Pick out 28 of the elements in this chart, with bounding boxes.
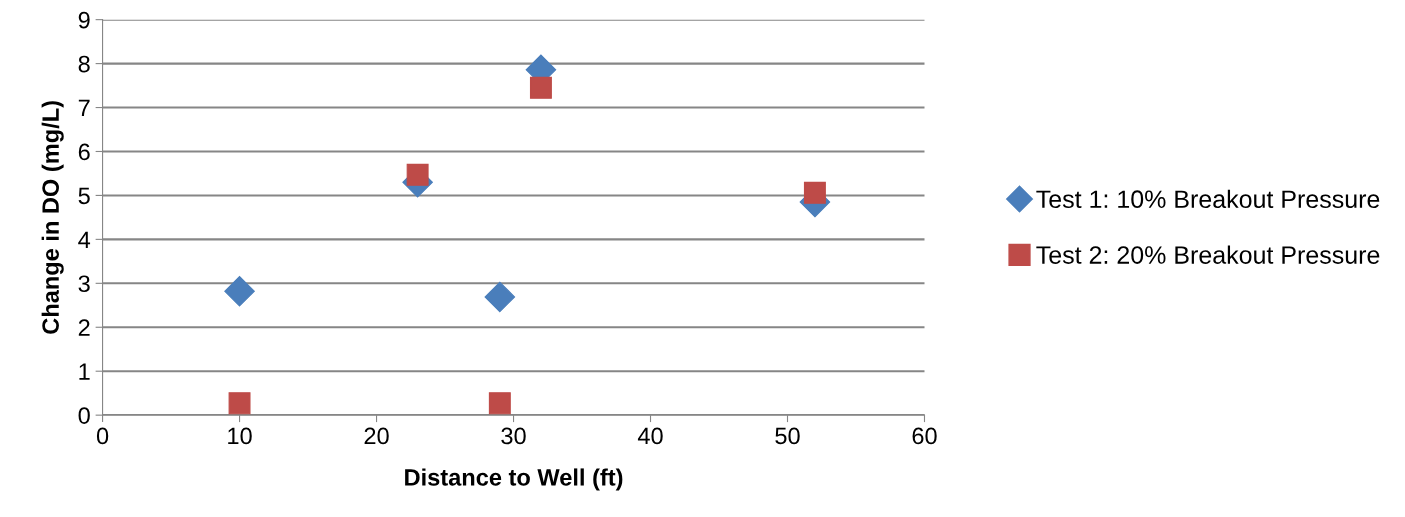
point [406, 163, 429, 186]
legend-label: Test 1: 10% Breakout Pressure [1036, 189, 1380, 209]
y-tick-label: 8 [78, 55, 90, 73]
y-tick-label: 9 [78, 11, 90, 29]
point [488, 392, 511, 415]
legend-label: Test 2: 20% Breakout Pressure [1036, 245, 1380, 264]
point [224, 275, 255, 307]
x-tick-label: 0 [96, 427, 109, 445]
y-tick-label: 6 [78, 143, 90, 161]
x-tick-label: 10 [228, 427, 252, 445]
y-tick-label: 3 [78, 275, 90, 293]
y-tick-label: 7 [78, 99, 90, 117]
x-tick-label: 40 [637, 427, 663, 445]
point [228, 392, 251, 415]
x-axis-title: Distance to Well (ft) [405, 468, 623, 491]
point [529, 76, 552, 99]
point [803, 181, 826, 204]
x-tick-label: 20 [364, 427, 389, 445]
y-tick-label: 2 [78, 319, 90, 336]
y-tick-label: 0 [78, 407, 90, 424]
x-tick-label: 60 [912, 427, 937, 445]
x-tick-label: 50 [775, 427, 800, 445]
y-tick-label: 5 [78, 187, 90, 205]
point [484, 281, 516, 313]
x-tick-label: 30 [501, 427, 526, 445]
y-tick-label: 1 [79, 363, 90, 380]
y-axis-title: Change in DO (mg/L) [41, 101, 64, 334]
y-tick-label: 4 [78, 231, 91, 248]
